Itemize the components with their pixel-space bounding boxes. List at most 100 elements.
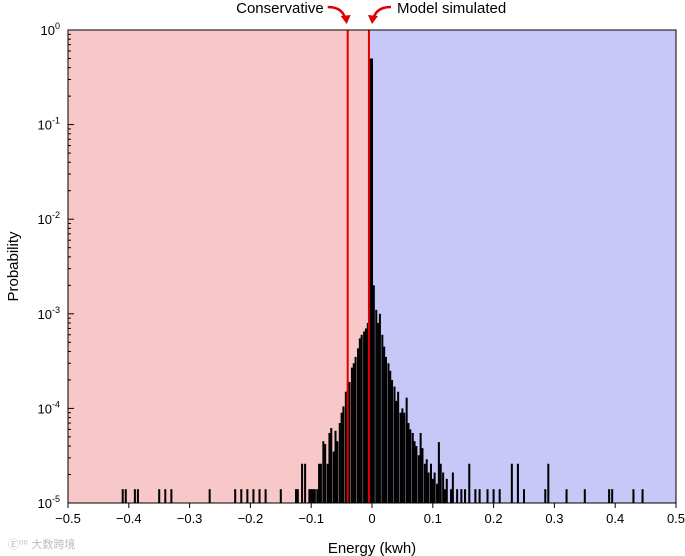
- histogram-bar: [456, 489, 459, 503]
- histogram-bar: [316, 489, 319, 503]
- histogram-bar: [393, 386, 396, 503]
- histogram-bar: [334, 430, 337, 503]
- histogram-bar: [544, 489, 547, 503]
- histogram-bar: [498, 489, 501, 503]
- histogram-bar: [387, 363, 390, 503]
- histogram-bar: [121, 489, 124, 503]
- histogram-bar: [133, 489, 136, 503]
- histogram-bar: [423, 463, 426, 503]
- y-tick-label: 10-5: [38, 494, 60, 511]
- histogram-bar: [279, 489, 282, 503]
- histogram-bar: [330, 428, 333, 503]
- histogram-bar: [403, 412, 406, 503]
- histogram-bar: [136, 489, 139, 503]
- x-tick-label: 0.2: [485, 511, 503, 526]
- histogram-bar: [234, 489, 237, 503]
- histogram-bar: [296, 489, 299, 503]
- histogram-bar: [170, 489, 173, 503]
- histogram-bar: [340, 412, 343, 503]
- y-axis-label: Probability: [5, 231, 22, 302]
- model-simulated-label: Model simulated: [397, 0, 506, 17]
- histogram-bar: [451, 472, 454, 503]
- y-tick-label: 10-3: [38, 305, 60, 322]
- histogram-bar: [383, 346, 386, 503]
- x-tick-label: −0.2: [238, 511, 264, 526]
- histogram-bar: [310, 489, 313, 503]
- x-tick-label: 0.4: [606, 511, 624, 526]
- histogram-bar: [433, 472, 436, 503]
- x-tick-label: 0.3: [545, 511, 563, 526]
- watermark: Ⓔ⁰⁰ 大数跨境: [8, 538, 76, 551]
- x-tick-label: 0.1: [424, 511, 442, 526]
- histogram-bar: [391, 379, 394, 503]
- histogram-bar: [348, 382, 351, 503]
- histogram-bar: [124, 489, 127, 503]
- histogram-bar: [468, 463, 471, 503]
- histogram-bar: [363, 331, 366, 503]
- histogram-bar: [419, 432, 422, 503]
- histogram-bar: [312, 489, 315, 503]
- histogram-bar: [324, 444, 327, 503]
- x-tick-label: 0.5: [667, 511, 685, 526]
- histogram-bar: [417, 455, 420, 503]
- histogram-bar: [377, 322, 380, 503]
- histogram-bar: [443, 489, 446, 503]
- histogram-bar: [407, 423, 410, 503]
- histogram-bar: [369, 58, 372, 503]
- histogram-bar: [641, 489, 644, 503]
- region-1: [368, 30, 676, 503]
- histogram-bar: [421, 448, 424, 503]
- histogram-bar: [464, 489, 467, 503]
- histogram-bar: [352, 363, 355, 503]
- histogram-bars: [121, 58, 644, 503]
- histogram-bar: [252, 489, 255, 503]
- histogram-bar: [264, 489, 267, 503]
- histogram-bar: [474, 489, 477, 503]
- histogram-bar: [547, 463, 550, 503]
- histogram-bar: [460, 489, 463, 503]
- histogram-bar: [611, 489, 614, 503]
- histogram-bar: [510, 463, 513, 503]
- y-tick-label: 10-1: [38, 116, 60, 133]
- histogram-bar: [336, 441, 339, 503]
- x-tick-label: 0: [368, 511, 375, 526]
- histogram-bar: [492, 489, 495, 503]
- histogram-bar: [583, 489, 586, 503]
- histogram-bar: [437, 442, 440, 503]
- histogram-bar: [301, 463, 304, 503]
- histogram-bar: [429, 463, 432, 503]
- histogram-bar: [411, 432, 414, 503]
- x-tick-label: −0.1: [298, 511, 324, 526]
- y-tick-label: 10-4: [38, 399, 60, 416]
- histogram-bar: [565, 489, 568, 503]
- histogram-bar: [357, 348, 360, 503]
- histogram-bar: [342, 406, 345, 503]
- histogram-bar: [415, 446, 418, 503]
- histogram-bar: [328, 432, 331, 503]
- x-axis-ticks: −0.5 −0.4 −0.3 −0.2 −0.1 0 0.1 0.2 0.3 0.4 0.5: [55, 503, 685, 526]
- histogram-bar: [425, 459, 428, 503]
- histogram-bar: [395, 400, 398, 503]
- histogram-bar: [399, 412, 402, 503]
- histogram-bar: [208, 489, 211, 503]
- histogram-bar: [486, 489, 489, 503]
- histogram-bar: [381, 334, 384, 503]
- histogram-bar: [294, 489, 298, 503]
- histogram-bar: [397, 391, 400, 503]
- histogram-bar: [360, 334, 363, 503]
- histogram-bar: [478, 489, 481, 503]
- histogram-bar: [439, 463, 442, 503]
- histogram-bar: [372, 285, 375, 503]
- reference-lines: [346, 30, 370, 503]
- histogram-bar: [366, 322, 369, 503]
- histogram-bar: [240, 489, 243, 503]
- x-axis-label: Energy (kwh): [328, 540, 416, 556]
- histogram-bar: [364, 328, 367, 503]
- histogram-bar: [354, 356, 357, 503]
- x-tick-label: −0.3: [177, 511, 203, 526]
- histogram-bar: [344, 391, 347, 503]
- x-tick-label: −0.4: [116, 511, 142, 526]
- histogram-bar: [164, 489, 167, 503]
- histogram-bar: [332, 451, 335, 503]
